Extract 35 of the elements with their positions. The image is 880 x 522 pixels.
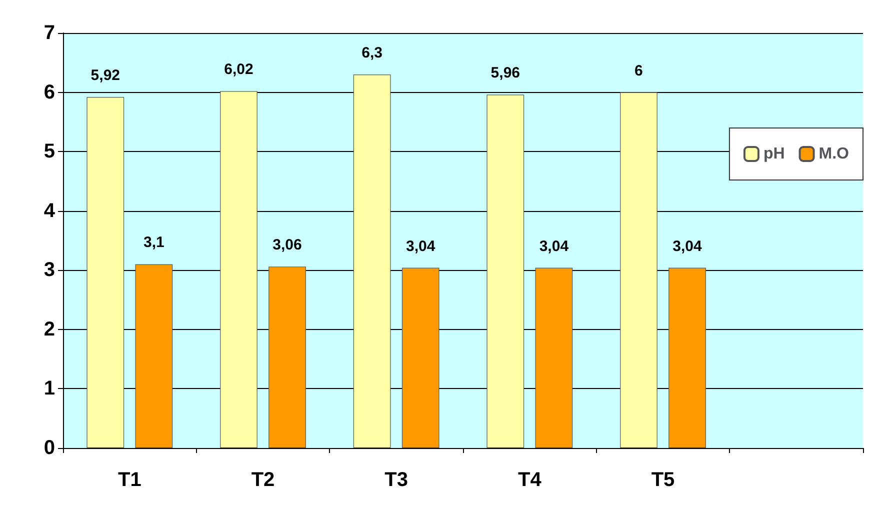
y-tick-label: 5 xyxy=(44,140,55,163)
bar xyxy=(86,97,124,448)
bar xyxy=(486,94,524,448)
data-label: 3,04 xyxy=(672,238,703,255)
data-label: 6,3 xyxy=(362,44,382,62)
y-tick-label: 7 xyxy=(44,22,55,44)
y-tick-label: 6 xyxy=(44,81,55,104)
x-tick-label: T2 xyxy=(251,469,275,491)
bar xyxy=(668,268,706,448)
x-tick-label: T5 xyxy=(651,469,675,491)
data-label: 3,06 xyxy=(272,236,302,254)
data-label: 6 xyxy=(634,62,643,80)
data-label: 5,92 xyxy=(90,67,120,84)
bar xyxy=(220,91,258,448)
bar xyxy=(268,266,306,448)
bar xyxy=(620,92,658,448)
data-label: 6,02 xyxy=(224,61,254,78)
data-label: 5,96 xyxy=(490,64,520,82)
y-tick-label: 2 xyxy=(44,318,55,340)
bar xyxy=(535,268,573,448)
x-tick-label: T3 xyxy=(384,469,408,491)
legend-label: pH xyxy=(763,146,785,162)
data-label: 3,04 xyxy=(539,238,570,255)
data-label: 3,1 xyxy=(144,234,164,252)
y-tick-label: 0 xyxy=(44,437,55,459)
y-tick-label: 4 xyxy=(44,200,56,222)
x-tick-label: T4 xyxy=(518,469,542,491)
y-tick-label: 3 xyxy=(44,259,55,282)
bar xyxy=(135,264,173,448)
bar xyxy=(402,268,440,448)
y-tick-label: 1 xyxy=(44,378,55,400)
data-label: 3,04 xyxy=(406,238,436,255)
legend-label: M.O xyxy=(818,146,849,162)
bar xyxy=(353,74,391,448)
x-tick-label: T1 xyxy=(118,469,142,491)
